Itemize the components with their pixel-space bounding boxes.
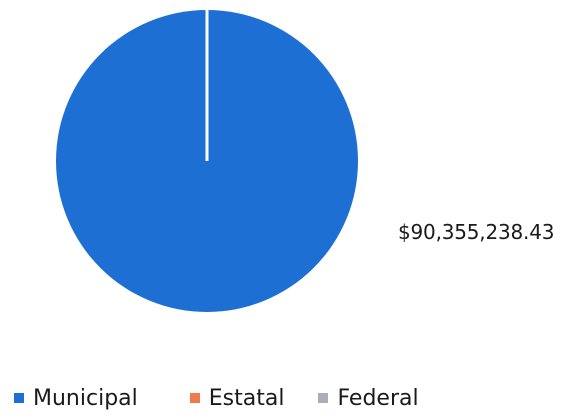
legend-swatch-municipal bbox=[14, 393, 24, 403]
legend-label-estatal: Estatal bbox=[208, 385, 285, 411]
legend-label-municipal: Municipal bbox=[33, 385, 138, 411]
legend-swatch-federal bbox=[318, 393, 329, 403]
legend-item-municipal: Municipal bbox=[14, 386, 138, 411]
legend-swatch-estatal bbox=[189, 393, 200, 403]
legend-item-federal: Federal bbox=[318, 385, 419, 411]
legend-item-estatal: Estatal bbox=[189, 385, 285, 411]
legend-label-federal: Federal bbox=[337, 385, 419, 411]
chart-legend: Municipal Estatal Federal bbox=[14, 383, 574, 413]
slice-data-label-municipal: $90,355,238.43 bbox=[398, 220, 555, 244]
